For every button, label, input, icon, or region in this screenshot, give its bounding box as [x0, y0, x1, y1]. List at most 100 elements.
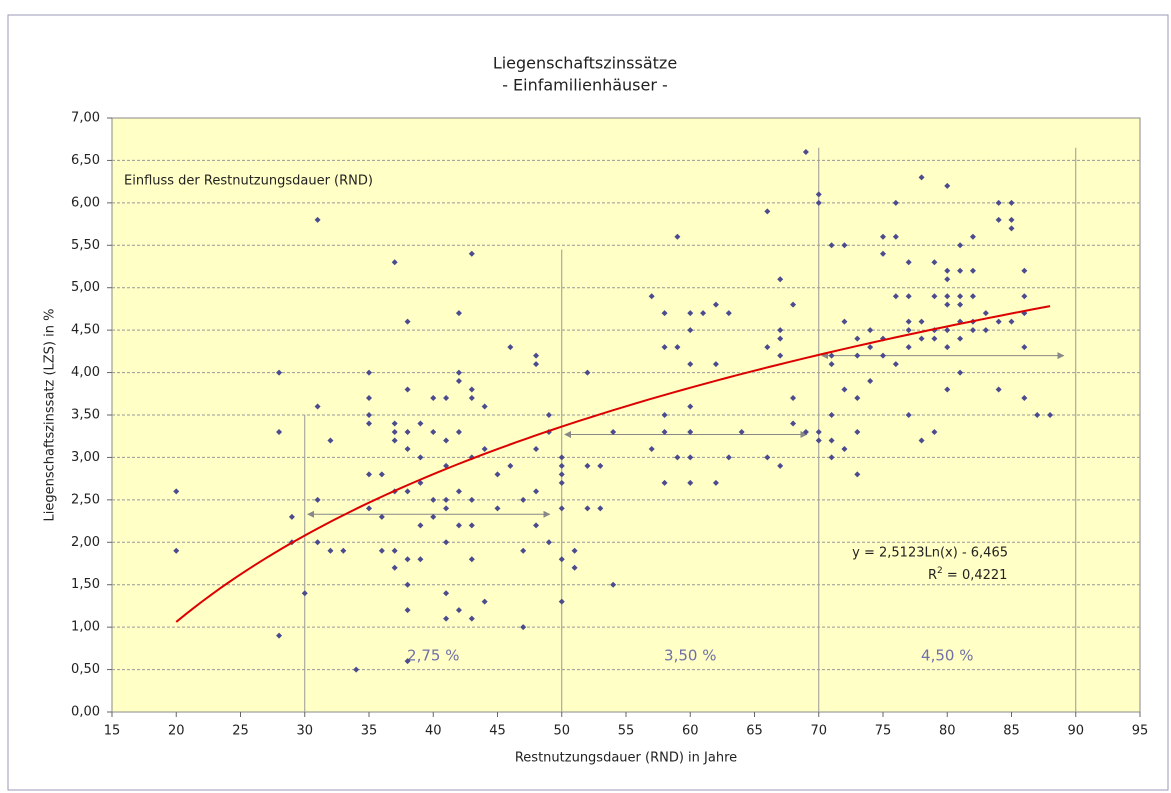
data-point	[944, 276, 951, 283]
data-point	[969, 293, 976, 300]
data-point	[366, 369, 372, 376]
data-point	[1008, 225, 1015, 232]
data-point	[931, 335, 938, 342]
data-point	[764, 208, 771, 215]
data-point	[995, 386, 1002, 393]
data-point	[494, 505, 501, 512]
data-point	[1021, 395, 1028, 402]
data-point	[918, 335, 925, 342]
data-point	[957, 301, 964, 308]
data-point	[687, 310, 694, 317]
data-point	[828, 352, 835, 359]
data-point	[455, 378, 462, 385]
data-point	[468, 386, 475, 393]
data-point	[443, 505, 450, 512]
x-tick-label: 80	[939, 724, 956, 739]
x-axis-label: Restnutzungsdauer (RND) in Jahre	[515, 751, 737, 766]
chart-subtitle: - Einfamilienhäuser -	[502, 76, 668, 95]
data-point	[366, 412, 372, 418]
data-point	[366, 395, 372, 402]
data-point	[1021, 344, 1028, 351]
data-point	[777, 352, 784, 359]
data-point	[957, 267, 964, 274]
data-point	[533, 352, 540, 359]
y-tick-label: 0,50	[71, 662, 100, 677]
data-point	[301, 590, 308, 597]
data-point	[584, 462, 591, 469]
data-point	[366, 505, 372, 512]
data-point	[276, 428, 283, 435]
x-tick-label: 25	[232, 724, 249, 739]
data-point	[944, 293, 951, 300]
y-tick-label: 1,00	[71, 620, 100, 635]
y-tick-label: 7,00	[71, 111, 100, 126]
data-point	[687, 403, 694, 410]
data-point	[494, 471, 501, 478]
y-tick-label: 4,50	[71, 323, 100, 338]
data-point	[725, 310, 732, 317]
data-point	[944, 344, 951, 351]
data-point	[391, 259, 398, 266]
data-point	[790, 420, 797, 427]
data-point	[661, 428, 668, 435]
data-point	[558, 479, 565, 486]
data-point	[468, 556, 475, 563]
data-point	[880, 352, 886, 359]
data-point	[417, 420, 424, 427]
segment-label: 4,50 %	[921, 646, 973, 664]
data-point	[276, 369, 283, 376]
data-point	[867, 344, 874, 351]
data-point	[404, 386, 411, 393]
data-point	[173, 547, 180, 554]
x-tick-label: 70	[810, 724, 827, 739]
data-point	[777, 327, 784, 334]
data-point	[558, 598, 565, 605]
x-tick-label: 30	[296, 724, 313, 739]
data-point	[777, 276, 784, 283]
data-point	[995, 318, 1002, 325]
x-tick-label: 45	[489, 724, 506, 739]
data-point	[443, 437, 450, 444]
data-point	[892, 361, 899, 368]
data-point	[391, 564, 398, 571]
data-point	[777, 462, 784, 469]
equation: y = 2,5123Ln(x) - 6,465	[852, 546, 1008, 561]
data-point	[404, 581, 411, 588]
data-point	[905, 344, 912, 351]
data-point	[1034, 412, 1041, 418]
data-point	[455, 522, 462, 529]
data-point	[455, 428, 462, 435]
x-tick-label: 55	[618, 724, 635, 739]
data-point	[687, 454, 694, 461]
data-point	[507, 462, 514, 469]
data-point	[314, 539, 321, 546]
data-point	[404, 445, 411, 452]
data-point	[982, 327, 989, 334]
data-point	[366, 471, 372, 478]
data-point	[481, 403, 488, 410]
y-tick-label: 5,00	[71, 280, 100, 295]
data-point	[468, 395, 475, 402]
data-point	[854, 428, 861, 435]
data-point	[430, 428, 437, 435]
data-point	[1021, 267, 1028, 274]
data-point	[314, 496, 321, 503]
data-point	[815, 191, 822, 198]
data-point	[777, 335, 784, 342]
data-point	[314, 216, 321, 223]
data-point	[674, 344, 681, 351]
data-point	[1047, 412, 1054, 418]
y-tick-label: 3,50	[71, 408, 100, 423]
x-tick-label: 60	[682, 724, 699, 739]
data-point	[430, 513, 437, 520]
plot-area	[111, 117, 1141, 713]
data-point	[558, 471, 565, 478]
data-point	[430, 496, 437, 503]
x-tick-label: 50	[553, 724, 570, 739]
data-point	[905, 293, 912, 300]
data-point	[378, 513, 385, 520]
data-point	[828, 361, 835, 368]
data-point	[905, 327, 912, 334]
data-point	[558, 556, 565, 563]
data-point	[417, 556, 424, 563]
